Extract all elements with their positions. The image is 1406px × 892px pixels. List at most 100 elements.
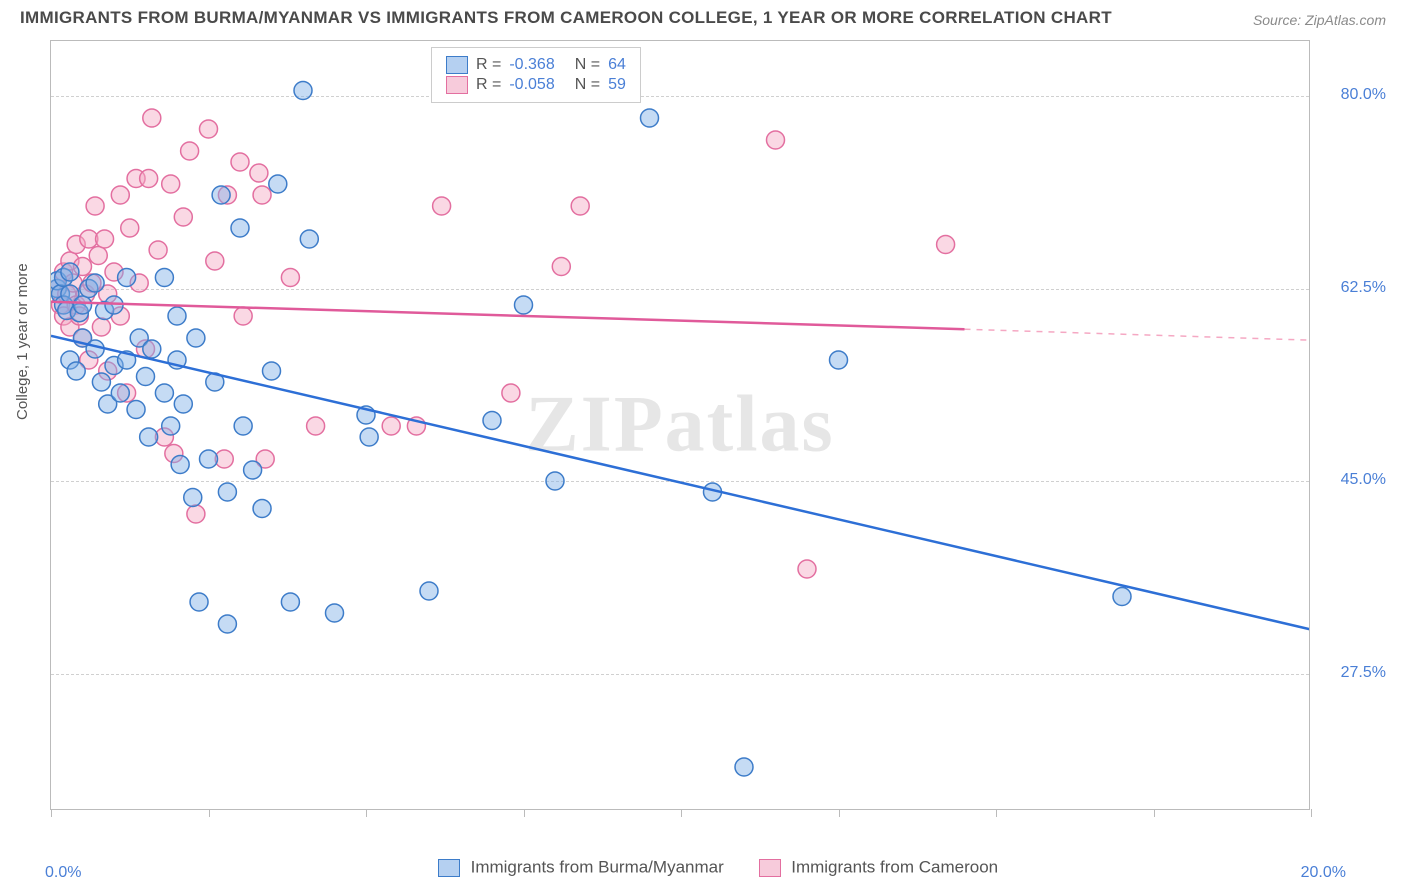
y-tick-label: 27.5% bbox=[1341, 664, 1386, 682]
data-point-burma bbox=[326, 604, 344, 622]
r-value: -0.058 bbox=[509, 76, 554, 94]
data-point-cameroon bbox=[121, 219, 139, 237]
data-point-cameroon bbox=[162, 175, 180, 193]
y-tick-label: 62.5% bbox=[1341, 279, 1386, 297]
n-label: N = bbox=[575, 76, 600, 94]
r-value: -0.368 bbox=[509, 56, 554, 74]
scatter-chart bbox=[51, 41, 1309, 809]
data-point-burma bbox=[162, 417, 180, 435]
data-point-cameroon bbox=[92, 318, 110, 336]
y-axis-label: College, 1 year or more bbox=[14, 263, 31, 420]
data-point-cameroon bbox=[206, 252, 224, 270]
legend-swatch-cameroon bbox=[759, 859, 781, 877]
y-tick-label: 45.0% bbox=[1341, 471, 1386, 489]
legend-row-burma: R =-0.368N =64 bbox=[446, 56, 626, 74]
data-point-burma bbox=[269, 175, 287, 193]
data-point-burma bbox=[86, 274, 104, 292]
data-point-burma bbox=[483, 412, 501, 430]
x-tick bbox=[1154, 809, 1155, 817]
data-point-cameroon bbox=[552, 258, 570, 276]
data-point-burma bbox=[641, 109, 659, 127]
r-label: R = bbox=[476, 56, 501, 74]
data-point-burma bbox=[735, 758, 753, 776]
data-point-burma bbox=[218, 615, 236, 633]
data-point-burma bbox=[546, 472, 564, 490]
trend-line-burma bbox=[51, 336, 1309, 630]
x-tick bbox=[1311, 809, 1312, 817]
data-point-burma bbox=[118, 269, 136, 287]
data-point-burma bbox=[253, 500, 271, 518]
data-point-burma bbox=[61, 263, 79, 281]
data-point-burma bbox=[263, 362, 281, 380]
data-point-burma bbox=[143, 340, 161, 358]
x-tick bbox=[366, 809, 367, 817]
data-point-cameroon bbox=[200, 120, 218, 138]
data-point-burma bbox=[244, 461, 262, 479]
data-point-burma bbox=[212, 186, 230, 204]
data-point-burma bbox=[231, 219, 249, 237]
data-point-burma bbox=[127, 401, 145, 419]
data-point-cameroon bbox=[433, 197, 451, 215]
data-point-cameroon bbox=[502, 384, 520, 402]
data-point-cameroon bbox=[281, 269, 299, 287]
x-tick bbox=[51, 809, 52, 817]
data-point-burma bbox=[187, 329, 205, 347]
x-tick bbox=[209, 809, 210, 817]
data-point-cameroon bbox=[143, 109, 161, 127]
data-point-cameroon bbox=[234, 307, 252, 325]
plot-area: ZIPatlas R =-0.368N =64R =-0.058N =59 bbox=[50, 40, 1310, 810]
x-tick bbox=[524, 809, 525, 817]
data-point-burma bbox=[515, 296, 533, 314]
trend-extrapolation-cameroon bbox=[965, 329, 1310, 340]
data-point-cameroon bbox=[382, 417, 400, 435]
x-tick bbox=[996, 809, 997, 817]
data-point-burma bbox=[190, 593, 208, 611]
source-label: Source: ZipAtlas.com bbox=[1253, 12, 1386, 28]
data-point-cameroon bbox=[937, 236, 955, 254]
y-tick-label: 80.0% bbox=[1341, 86, 1386, 104]
r-label: R = bbox=[476, 76, 501, 94]
data-point-burma bbox=[281, 593, 299, 611]
data-point-cameroon bbox=[571, 197, 589, 215]
data-point-burma bbox=[234, 417, 252, 435]
data-point-burma bbox=[67, 362, 85, 380]
data-point-cameroon bbox=[231, 153, 249, 171]
data-point-burma bbox=[168, 307, 186, 325]
data-point-burma bbox=[86, 340, 104, 358]
data-point-cameroon bbox=[181, 142, 199, 160]
data-point-cameroon bbox=[174, 208, 192, 226]
data-point-burma bbox=[300, 230, 318, 248]
data-point-burma bbox=[218, 483, 236, 501]
series-legend: Immigrants from Burma/Myanmar Immigrants… bbox=[0, 857, 1406, 878]
data-point-cameroon bbox=[767, 131, 785, 149]
data-point-cameroon bbox=[187, 505, 205, 523]
data-point-cameroon bbox=[253, 186, 271, 204]
data-point-burma bbox=[137, 368, 155, 386]
data-point-cameroon bbox=[307, 417, 325, 435]
data-point-cameroon bbox=[140, 170, 158, 188]
chart-title: IMMIGRANTS FROM BURMA/MYANMAR VS IMMIGRA… bbox=[20, 8, 1112, 28]
data-point-burma bbox=[155, 384, 173, 402]
data-point-cameroon bbox=[798, 560, 816, 578]
n-value: 59 bbox=[608, 76, 626, 94]
data-point-cameroon bbox=[250, 164, 268, 182]
data-point-burma bbox=[420, 582, 438, 600]
legend-swatch-burma bbox=[438, 859, 460, 877]
legend-swatch bbox=[446, 56, 468, 74]
x-tick bbox=[681, 809, 682, 817]
data-point-burma bbox=[74, 296, 92, 314]
data-point-burma bbox=[1113, 588, 1131, 606]
legend-row-cameroon: R = -0.058 N = 59 bbox=[446, 76, 626, 94]
correlation-legend: R =-0.368N =64R =-0.058N =59 bbox=[431, 47, 641, 103]
data-point-burma bbox=[360, 428, 378, 446]
data-point-burma bbox=[200, 450, 218, 468]
data-point-burma bbox=[155, 269, 173, 287]
legend-label-cameroon: Immigrants from Cameroon bbox=[791, 858, 998, 877]
data-point-burma bbox=[294, 82, 312, 100]
data-point-cameroon bbox=[86, 197, 104, 215]
legend-label-burma: Immigrants from Burma/Myanmar bbox=[471, 858, 724, 877]
legend-swatch bbox=[446, 76, 468, 94]
data-point-cameroon bbox=[111, 186, 129, 204]
data-point-burma bbox=[184, 489, 202, 507]
data-point-burma bbox=[92, 373, 110, 391]
